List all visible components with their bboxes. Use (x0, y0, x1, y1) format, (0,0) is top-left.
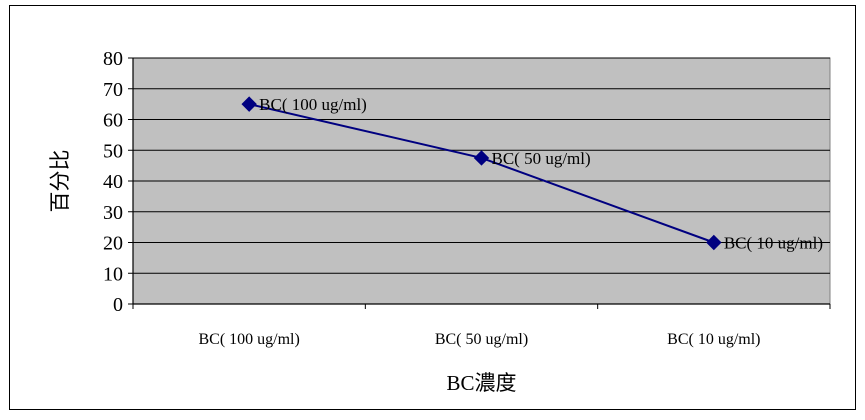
y-tick-label-50: 50 (103, 140, 123, 162)
series-group (241, 96, 722, 251)
data-point-1 (473, 150, 490, 166)
y-tick-label-80: 80 (103, 48, 123, 70)
y-axis-title: 百分比 (48, 150, 72, 213)
data-label-0: BC( 100 ug/ml) (259, 95, 367, 114)
y-tick-label-70: 70 (103, 79, 123, 101)
x-axis-title: BC濃度 (446, 371, 516, 395)
y-tick-label-60: 60 (103, 110, 123, 132)
y-tick-label-30: 30 (103, 202, 123, 224)
x-tick-label-0: BC( 100 ug/ml) (198, 331, 299, 348)
data-point-0 (241, 96, 257, 112)
x-tick-labels: BC( 100 ug/ml) BC( 50 ug/ml) BC( 10 ug/ml) (198, 331, 760, 348)
x-tick-label-2: BC( 10 ug/ml) (667, 331, 760, 348)
y-tick-label-20: 20 (103, 233, 123, 255)
data-labels: BC( 100 ug/ml) BC( 50 ug/ml) BC( 10 ug/ml) (259, 95, 823, 252)
data-label-2: BC( 10 ug/ml) (724, 234, 823, 253)
data-label-1: BC( 50 ug/ml) (492, 149, 591, 168)
y-tick-label-40: 40 (103, 171, 123, 193)
data-point-2 (706, 234, 722, 251)
y-tick-label-10: 10 (103, 263, 123, 285)
y-tick-labels: 0 10 20 30 40 50 60 70 80 (103, 48, 133, 316)
y-tick-label-0: 0 (113, 294, 123, 316)
x-tick-label-1: BC( 50 ug/ml) (435, 331, 528, 348)
